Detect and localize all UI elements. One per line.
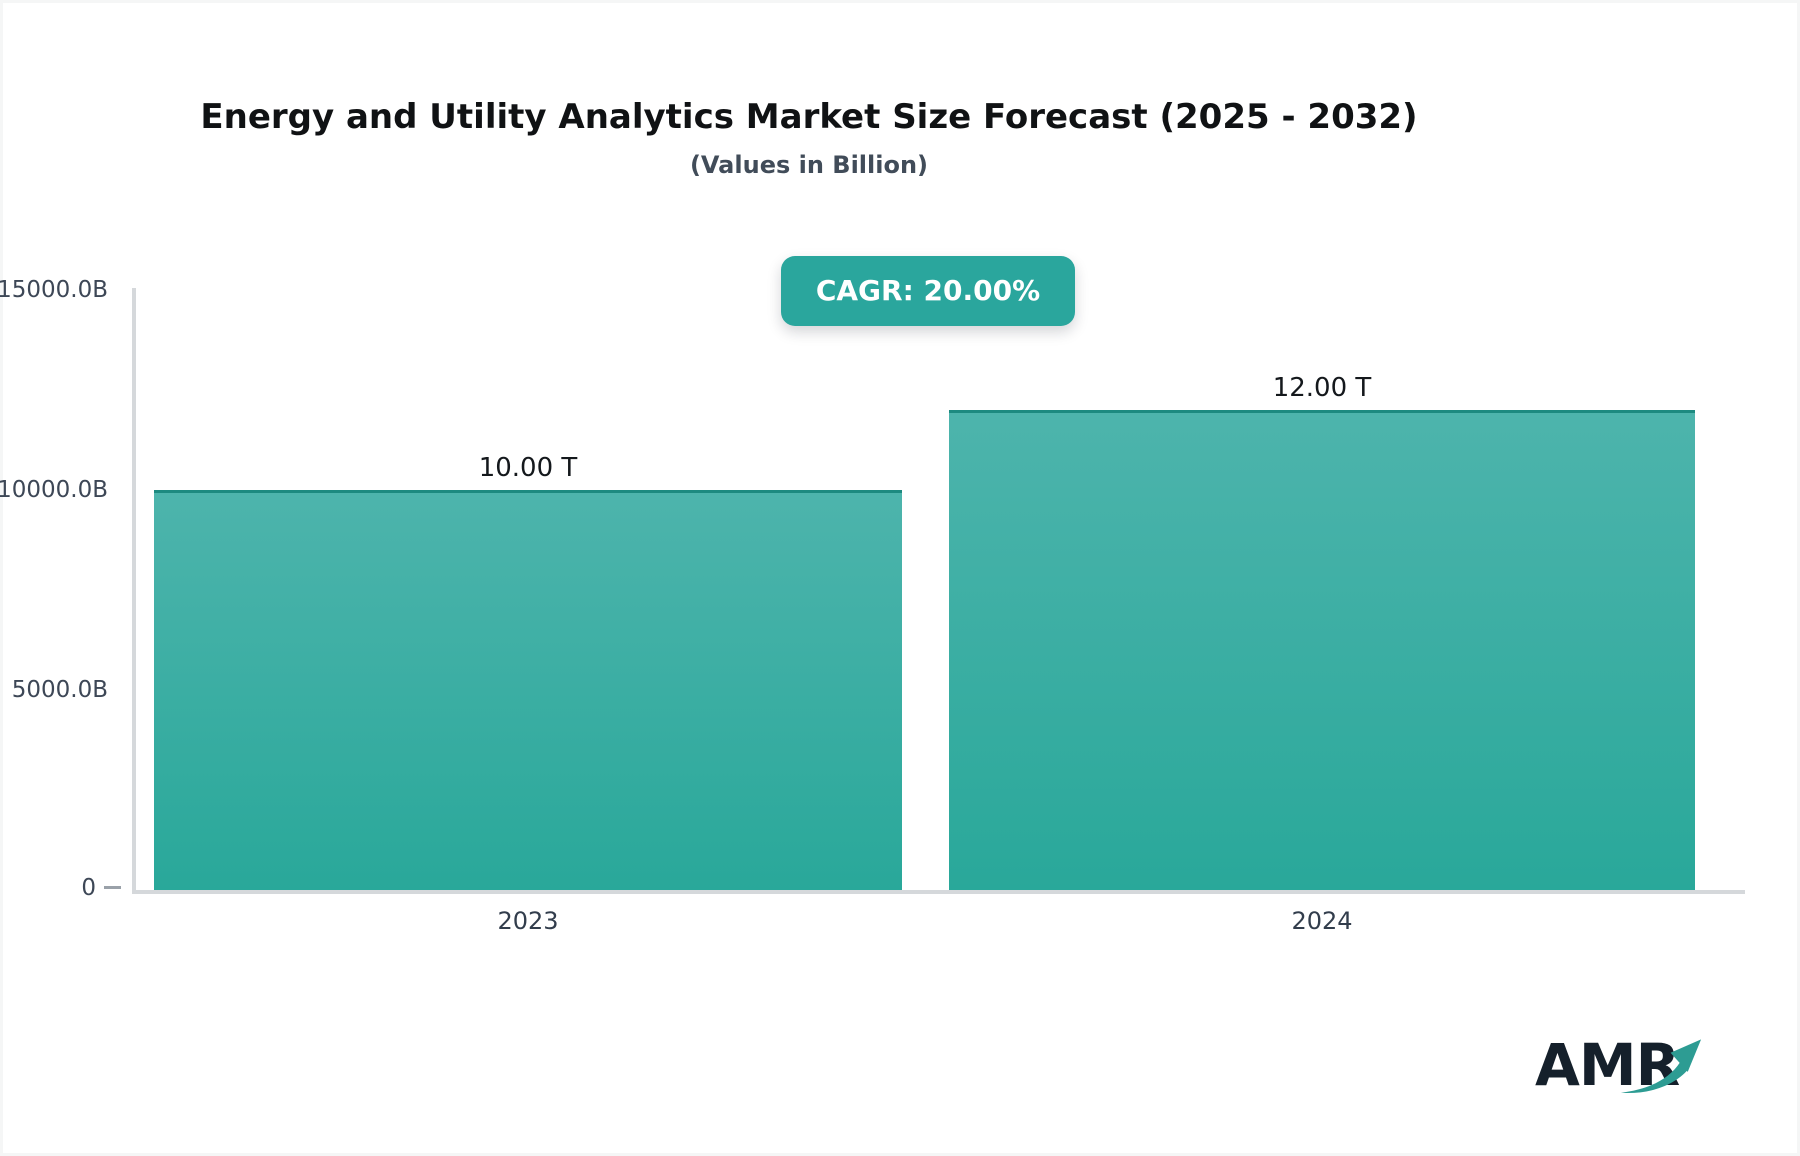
y-axis-tick-label: 0 bbox=[81, 875, 96, 901]
x-axis-category-label: 2024 bbox=[1291, 907, 1353, 935]
bar-value-label: 10.00 T bbox=[478, 453, 578, 483]
chart-card: Energy and Utility Analytics Market Size… bbox=[0, 3, 1797, 1153]
y-axis-line bbox=[132, 288, 136, 894]
bar-value-label: 12.00 T bbox=[1272, 373, 1372, 403]
bar-2023[interactable] bbox=[154, 490, 902, 890]
y-axis-tick-label: 15000.0B bbox=[0, 277, 108, 303]
bar-2024[interactable] bbox=[949, 410, 1695, 890]
chart-title: Energy and Utility Analytics Market Size… bbox=[200, 97, 1418, 137]
x-axis-line bbox=[132, 890, 1745, 894]
y-axis-tick-label: 5000.0B bbox=[11, 677, 108, 703]
zero-tick-mark bbox=[104, 886, 121, 889]
x-axis-category-label: 2023 bbox=[497, 907, 559, 935]
growth-arrow-icon bbox=[1620, 1039, 1702, 1094]
y-axis-tick-label: 10000.0B bbox=[0, 477, 108, 503]
amr-logo: AMR bbox=[1535, 1031, 1715, 1107]
cagr-badge: CAGR: 20.00% bbox=[781, 256, 1075, 326]
chart-subtitle: (Values in Billion) bbox=[689, 151, 929, 179]
